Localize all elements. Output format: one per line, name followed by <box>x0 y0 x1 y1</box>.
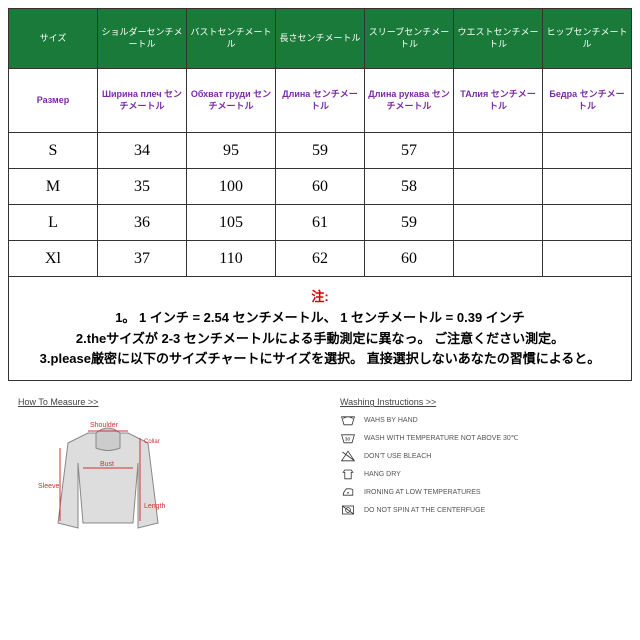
label-length: Length <box>144 503 166 510</box>
h1-c5: ウエストセンチメートル <box>454 9 543 69</box>
notes-line: 1。 1 インチ = 2.54 センチメートル、 1 センチメートル = 0.3… <box>21 308 619 329</box>
label-shoulder: Shoulder <box>90 422 119 429</box>
h2-c3: Длина センチメートル <box>276 69 365 133</box>
care-item: DON'T USE BLEACH <box>340 449 622 463</box>
no-bleach-icon <box>340 449 356 463</box>
label-collar: Collar <box>144 439 160 445</box>
h1-c0: サイズ <box>9 9 98 69</box>
label-sleeve: Sleeve <box>38 483 60 490</box>
hang-dry-icon <box>340 467 356 481</box>
h2-c1: Ширина плеч センチメートル <box>98 69 187 133</box>
table-row: S34955957 <box>9 133 632 169</box>
how-to-measure: How To Measure >> Shoulder Bust Sleeve L… <box>18 397 300 543</box>
wash-title: Washing Instructions >> <box>340 397 622 407</box>
h2-c2: Обхват груди センチメートル <box>187 69 276 133</box>
measure-title: How To Measure >> <box>18 397 300 407</box>
washing-instructions: Washing Instructions >> WAHS BY HAND 30W… <box>340 397 622 543</box>
h1-c3: 長さセンチメートル <box>276 9 365 69</box>
h2-c5: ТАлия センチメートル <box>454 69 543 133</box>
table-row: L361056159 <box>9 205 632 241</box>
care-item: IRONING AT LOW TEMPERATURES <box>340 485 622 499</box>
notes-line: 3.please厳密に以下のサイズチャートにサイズを選択。 直接選択しないあなた… <box>21 349 619 370</box>
care-item: HANG DRY <box>340 467 622 481</box>
label-bust: Bust <box>100 461 114 468</box>
size-table: サイズ ショルダーセンチメートル バストセンチメートル 長さセンチメートル スリ… <box>8 8 632 277</box>
h2-c6: Бедра センチメートル <box>543 69 632 133</box>
header-row-ru: Размер Ширина плеч センチメートル Обхват груди … <box>9 69 632 133</box>
h1-c2: バストセンチメートル <box>187 9 276 69</box>
care-item: DO NOT SPIN AT THE CENTERFUGE <box>340 503 622 517</box>
h1-c6: ヒップセンチメートル <box>543 9 632 69</box>
notes-title: 注: <box>21 287 619 308</box>
h2-c4: Длина рукава センチメートル <box>365 69 454 133</box>
notes-line: 2.theサイズが 2-3 センチメートルによる手動測定に異なっ。 ご注意くださ… <box>21 329 619 350</box>
no-spin-icon <box>340 503 356 517</box>
care-item: 30WASH WITH TEMPERATURE NOT ABOVE 30℃ <box>340 431 622 445</box>
h2-c0: Размер <box>9 69 98 133</box>
measure-diagram: Shoulder Bust Sleeve Length Collar <box>18 413 198 543</box>
table-row: M351006058 <box>9 169 632 205</box>
wash-temp-icon: 30 <box>340 431 356 445</box>
iron-low-icon <box>340 485 356 499</box>
wash-hand-icon <box>340 413 356 427</box>
header-row-jp: サイズ ショルダーセンチメートル バストセンチメートル 長さセンチメートル スリ… <box>9 9 632 69</box>
notes-box: 注: 1。 1 インチ = 2.54 センチメートル、 1 センチメートル = … <box>8 277 632 381</box>
care-item: WAHS BY HAND <box>340 413 622 427</box>
bottom-panels: How To Measure >> Shoulder Bust Sleeve L… <box>8 397 632 543</box>
h1-c1: ショルダーセンチメートル <box>98 9 187 69</box>
svg-text:30: 30 <box>345 437 351 443</box>
table-row: Xl371106260 <box>9 241 632 277</box>
h1-c4: スリーブセンチメートル <box>365 9 454 69</box>
